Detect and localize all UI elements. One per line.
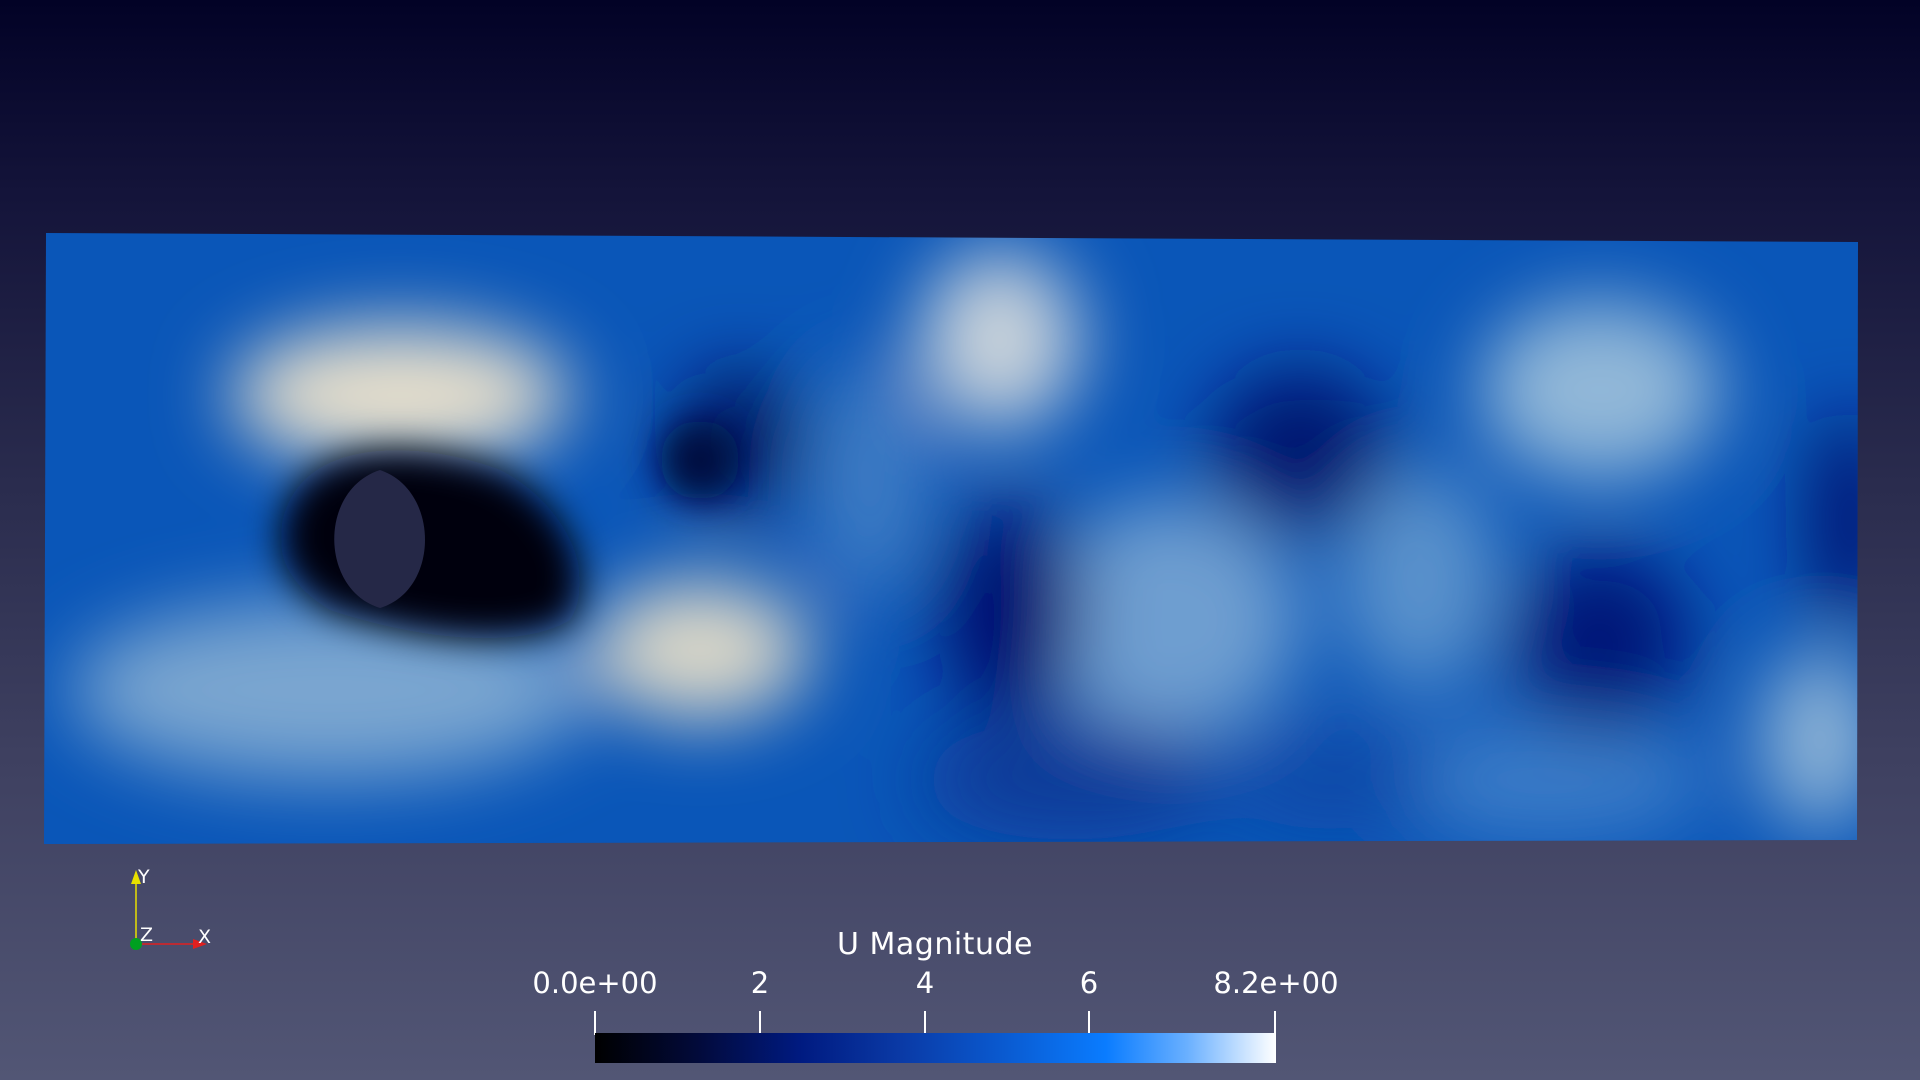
- tick-mark-2: [759, 1011, 761, 1035]
- y-axis-label: Y: [138, 866, 150, 888]
- z-axis-label: Z: [140, 924, 154, 946]
- tick-mark-min: [594, 1011, 596, 1035]
- tick-mark-max: [1274, 1011, 1276, 1035]
- flow-field: [44, 233, 1858, 844]
- tick-label-max: 8.2e+00: [1213, 966, 1339, 1000]
- tick-label-4: 4: [915, 966, 935, 1000]
- cylinder-obstacle: [334, 470, 425, 608]
- tick-mark-6: [1088, 1011, 1090, 1035]
- scalar-bar-colormap: [595, 1033, 1276, 1063]
- tick-label-2: 2: [750, 966, 770, 1000]
- tick-mark-4: [924, 1011, 926, 1035]
- orientation-axes: [130, 870, 207, 950]
- scalar-bar-title: U Magnitude: [837, 927, 1033, 962]
- tick-label-min: 0.0e+00: [532, 966, 658, 1000]
- x-axis-label: X: [198, 926, 212, 948]
- tick-label-6: 6: [1079, 966, 1099, 1000]
